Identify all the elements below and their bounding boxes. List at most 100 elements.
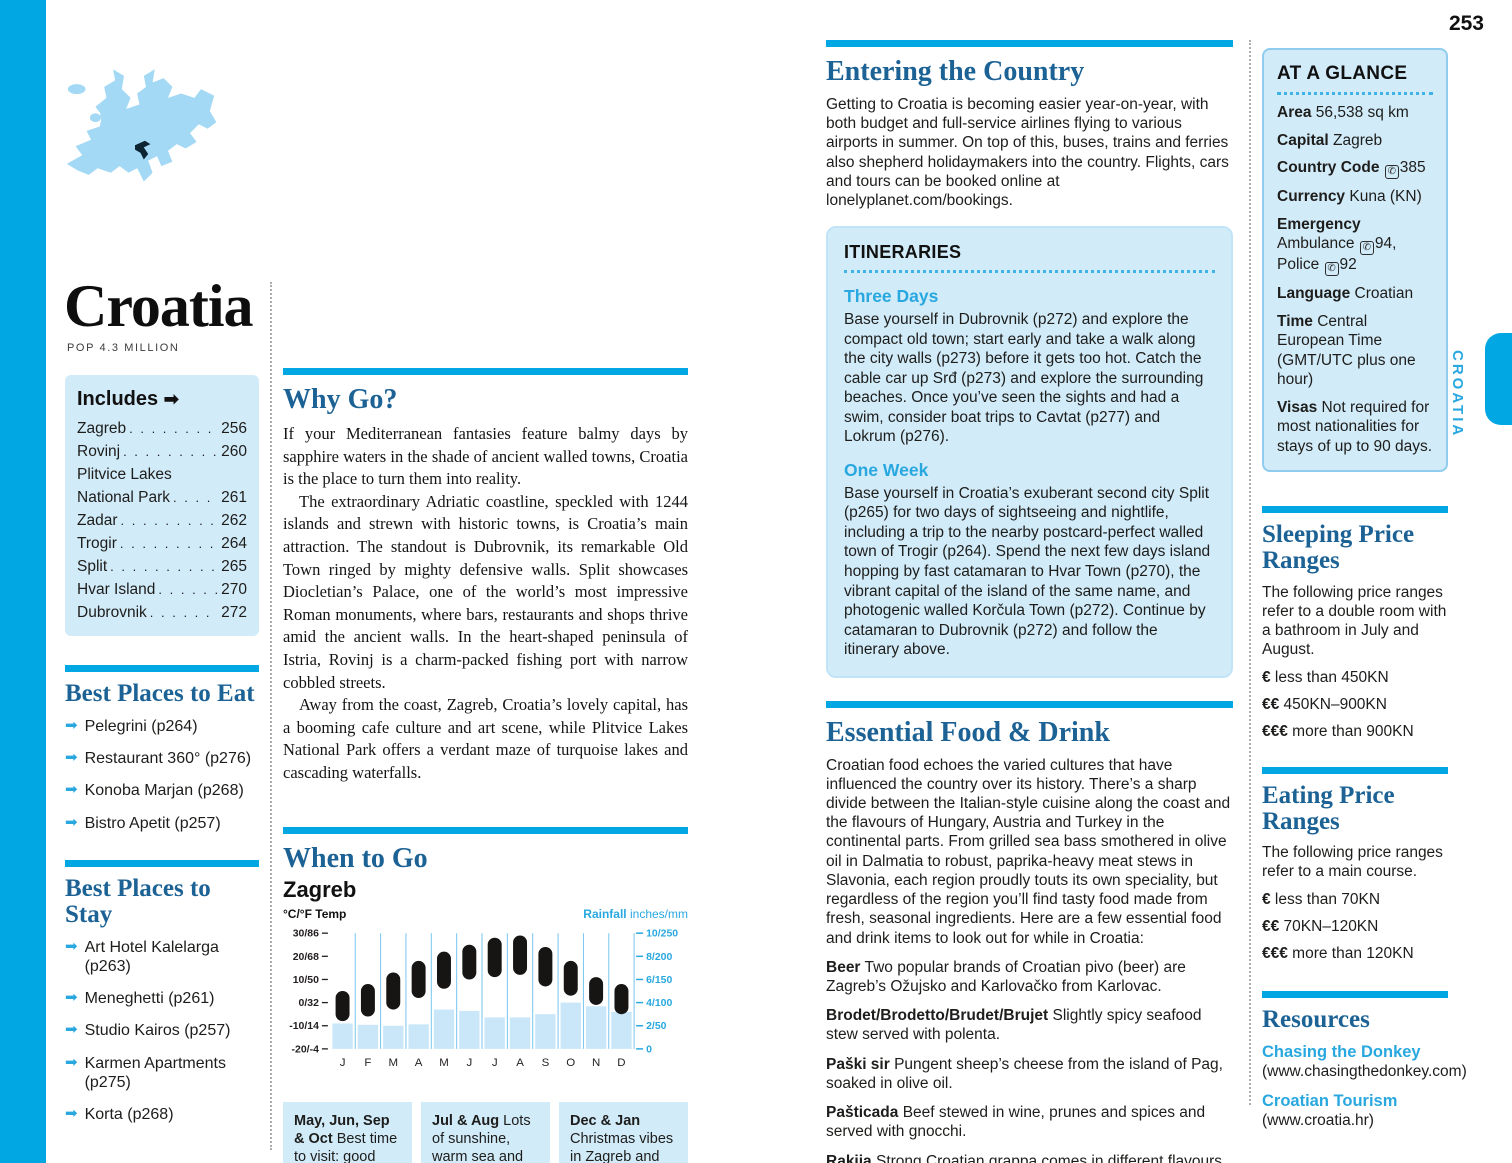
best-eat-item: ➡ Pelegrini (p264) (65, 717, 198, 735)
arrow-icon: ➡ (65, 1053, 78, 1071)
price-tier: € less than 450KN (1262, 668, 1389, 686)
toc-row: National Park261 (77, 486, 247, 509)
paragraph: If your Mediterranean fantasies feature … (283, 424, 688, 489)
svg-text:F: F (364, 1056, 371, 1068)
svg-text:S: S (542, 1056, 550, 1068)
climate-chart: 30/86 20/68 10/50 0/32 -10/14 -20/-4 10/250 8/2… (289, 928, 678, 1068)
price-tier: €€€ more than 900KN (1262, 722, 1414, 740)
section-rule (826, 700, 1233, 708)
itinerary-heading: Three Days (844, 286, 939, 307)
svg-text:4/100: 4/100 (646, 998, 672, 1009)
glance-row: Capital Zagreb (1277, 131, 1383, 149)
best-eat-title: Best Places to Eat (65, 680, 255, 707)
season-notes: May, Jun, Sep & Oct Best time to visit: … (283, 1101, 688, 1163)
section-rule (1262, 766, 1448, 774)
toc-row: Trogir264 (77, 532, 247, 555)
svg-text:30/86: 30/86 (293, 928, 319, 939)
best-stay-item: ➡ Meneghetti (p261) (65, 989, 215, 1008)
column-separator-left (270, 282, 272, 1150)
arrow-icon: ➡ (163, 389, 179, 409)
season-note: May, Jun, Sep & Oct Best time to visit: … (283, 1101, 412, 1163)
toc-leader-dots (158, 578, 218, 601)
best-eat-item: ➡ Konoba Marjan (p268) (65, 781, 244, 800)
food-item: Pašticada Beef stewed in wine, prunes an… (826, 1104, 1206, 1141)
itineraries-box: ITINERARIES Three Days Base yourself in … (826, 226, 1233, 678)
toc-leader-dots (129, 417, 218, 440)
arrow-icon: ➡ (65, 813, 78, 831)
chapter-tab (1485, 333, 1512, 425)
svg-text:10/250: 10/250 (646, 928, 678, 939)
left-column: Includes ➡ Zagreb256 Rovinj260 Plitvice … (65, 375, 259, 1137)
middle-right-column: Entering the Country Getting to Croatia … (826, 40, 1233, 1163)
toc-row: Zadar262 (77, 509, 247, 532)
svg-text:O: O (566, 1056, 575, 1068)
includes-title: Includes ➡ (77, 388, 179, 410)
glance-row: Currency Kuna (KN) (1277, 188, 1422, 206)
svg-text:20/68: 20/68 (293, 951, 319, 962)
arrow-icon: ➡ (65, 717, 78, 734)
right-rail: AT A GLANCE Area 56,538 sq km Capital Za… (1262, 48, 1467, 1130)
rain-axis-label: Rainfall inches/mm (583, 906, 688, 921)
svg-text:A: A (516, 1056, 524, 1068)
section-rule (1262, 506, 1448, 514)
toc-leader-dots (150, 601, 218, 624)
glance-row: Time Central European Time (GMT/UTC plus… (1277, 312, 1416, 389)
chart-axis-headers: °C/°F Temp Rainfall inches/mm (283, 907, 688, 921)
svg-text:-20/-4: -20/-4 (292, 1044, 320, 1055)
glance-row: Country Code ✆ 385 (1277, 159, 1426, 180)
arrow-icon: ➡ (65, 937, 78, 955)
phone-icon: ✆ (1324, 262, 1339, 277)
arrow-icon: ➡ (65, 1104, 78, 1122)
svg-text:A: A (415, 1056, 423, 1068)
price-tier: €€ 70KN–120KN (1262, 917, 1379, 935)
section-rule (283, 826, 688, 834)
toc-row: Plitvice Lakes (77, 466, 172, 483)
svg-text:N: N (592, 1056, 600, 1068)
chart-city-label: Zagreb (283, 876, 357, 902)
svg-text:6/150: 6/150 (646, 974, 672, 985)
itineraries-title: ITINERARIES (844, 242, 1215, 274)
resource-item: Chasing the Donkey (www.chasingthedonkey… (1262, 1042, 1467, 1081)
glance-row: Visas Not required for most nationalitie… (1277, 398, 1433, 455)
glance-row: Area 56,538 sq km (1277, 104, 1409, 121)
chapter-tab-label: CROATIA (1449, 350, 1466, 439)
section-rule (283, 368, 688, 375)
toc-leader-dots (123, 440, 218, 463)
eating-intro: The following price ranges refer to a ma… (1262, 844, 1443, 881)
svg-text:2/50: 2/50 (646, 1021, 667, 1032)
temp-axis-label: °C/°F Temp (283, 906, 347, 921)
svg-text:J: J (492, 1056, 498, 1068)
arrow-icon: ➡ (65, 781, 78, 799)
section-rule (1262, 990, 1448, 998)
season-note: Dec & Jan Christmas vibes in Zagreb and … (559, 1101, 688, 1163)
toc-row: Split265 (77, 555, 247, 578)
best-stay-item: ➡ Art Hotel Kalelarga (p263) (65, 937, 219, 975)
entering-title: Entering the Country (826, 56, 1085, 87)
at-a-glance-box: AT A GLANCE Area 56,538 sq km Capital Za… (1262, 48, 1448, 473)
svg-text:8/200: 8/200 (646, 951, 672, 962)
toc-leader-dots (121, 509, 219, 532)
toc-leader-dots (173, 486, 218, 509)
best-stay-title: Best Places to Stay (65, 874, 211, 928)
svg-text:0/32: 0/32 (299, 998, 320, 1009)
toc-row: Rovinj260 (77, 440, 247, 463)
svg-text:10/50: 10/50 (293, 974, 319, 985)
toc-leader-dots (110, 555, 218, 578)
itinerary-body: Base yourself in Dubrovnik (p272) and ex… (844, 311, 1204, 446)
toc-leader-dots (120, 532, 218, 555)
eating-title: Eating Price Ranges (1262, 781, 1395, 835)
toc-row: Zagreb256 (77, 417, 247, 440)
page-number: 253 (1448, 12, 1484, 35)
sleeping-title: Sleeping Price Ranges (1262, 521, 1415, 575)
europe-map-graphic (66, 69, 217, 182)
arrow-icon: ➡ (65, 749, 78, 767)
itinerary-body: Base yourself in Croatia’s exuberant sec… (844, 484, 1211, 659)
paragraph: Away from the coast, Zagreb, Croatia’s l… (283, 695, 688, 782)
arrow-icon: ➡ (65, 989, 78, 1007)
svg-text:-10/14: -10/14 (289, 1021, 319, 1032)
europe-locator-map (58, 48, 223, 216)
svg-text:0: 0 (646, 1044, 652, 1055)
section-rule (826, 40, 1233, 47)
paragraph: The extraordinary Adriatic coastline, sp… (283, 491, 688, 692)
svg-text:M: M (439, 1056, 449, 1068)
